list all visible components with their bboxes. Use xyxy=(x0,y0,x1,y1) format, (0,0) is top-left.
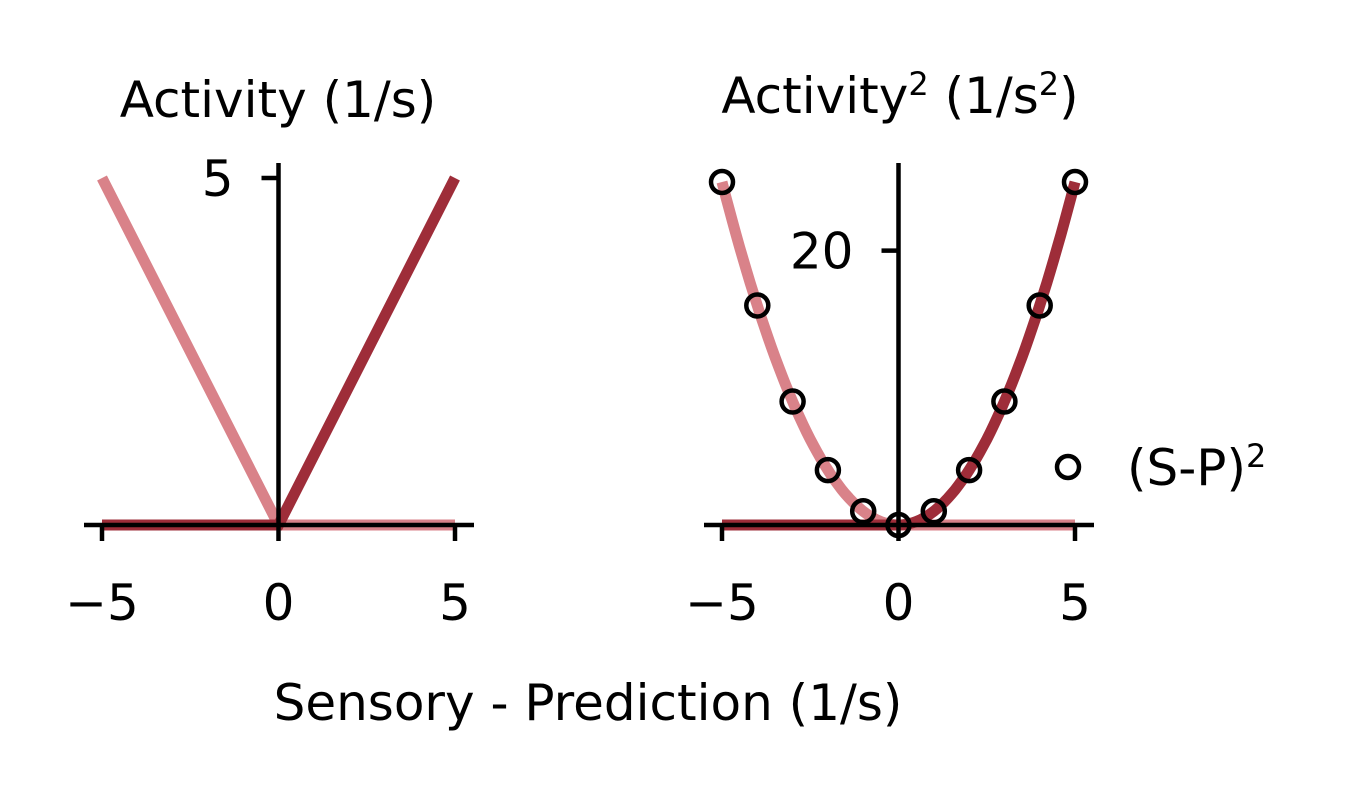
x-tick-label: −5 xyxy=(65,574,139,632)
axes: −5 0 5 20 xyxy=(685,163,1094,632)
chart-title-activity: Activity (1/s) xyxy=(120,71,437,129)
scatter-point xyxy=(1061,168,1089,196)
scatter-point xyxy=(1026,292,1053,319)
y-tick-label: 20 xyxy=(790,223,854,281)
scatter-point xyxy=(920,498,948,525)
x-tick-label: 5 xyxy=(439,574,471,632)
panel-activity: Activity (1/s) −5 0 5 5 xyxy=(65,71,474,632)
scatter-point xyxy=(708,168,736,196)
scatter-point xyxy=(991,388,1018,415)
chart-title-activity-squared: Activity2 (1/s2) xyxy=(721,65,1078,125)
x-tick-label: −5 xyxy=(685,574,759,632)
x-axis-label: Sensory - Prediction (1/s) xyxy=(274,674,903,732)
scatter-point xyxy=(744,292,771,319)
scatter-point xyxy=(885,511,912,539)
legend-label: (S-P)2 xyxy=(1127,437,1266,497)
x-tick-label: 5 xyxy=(1059,574,1091,632)
scatter-point xyxy=(814,456,842,484)
axes: −5 0 5 5 xyxy=(65,150,474,632)
legend-marker xyxy=(1054,453,1082,481)
scatter-point xyxy=(955,456,983,484)
legend: (S-P)2 xyxy=(1054,437,1266,497)
panel-activity-squared: Activity2 (1/s2) −5 0 5 20 (S-P)2 xyxy=(685,65,1266,632)
scatter-point xyxy=(849,498,877,525)
scatter-points xyxy=(708,168,1089,539)
scatter-point xyxy=(779,388,806,415)
x-tick-label: 0 xyxy=(883,574,915,632)
x-tick-label: 0 xyxy=(263,574,295,632)
y-tick-label: 5 xyxy=(202,150,234,208)
